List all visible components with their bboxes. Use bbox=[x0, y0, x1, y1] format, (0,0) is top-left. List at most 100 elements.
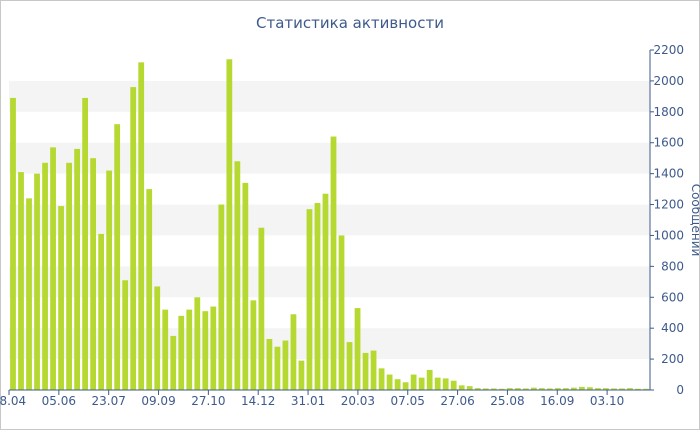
bar bbox=[346, 342, 353, 390]
bar bbox=[130, 87, 137, 390]
y-tick-label: 0 bbox=[676, 383, 684, 397]
bar bbox=[579, 386, 585, 390]
bar bbox=[466, 386, 473, 390]
bar bbox=[322, 193, 329, 390]
bar bbox=[418, 377, 425, 390]
bar bbox=[162, 309, 169, 390]
y-tick-label: 1200 bbox=[653, 198, 684, 212]
y-ticks: 0 200 400 600 800 1000 1200 1400 1600 1800 2000 220… bbox=[650, 43, 684, 397]
bar bbox=[282, 340, 289, 390]
bar bbox=[562, 388, 569, 390]
bar bbox=[410, 374, 417, 390]
y-tick-label: 1000 bbox=[653, 228, 684, 242]
x-tick-label: 09.09 bbox=[141, 394, 175, 408]
x-tick-label: 27.10 bbox=[191, 394, 225, 408]
bar bbox=[210, 306, 217, 390]
bar bbox=[106, 170, 113, 390]
bar bbox=[10, 97, 16, 390]
bar bbox=[306, 209, 313, 390]
bar bbox=[314, 203, 321, 390]
bar bbox=[26, 198, 32, 390]
bar bbox=[266, 339, 273, 390]
bar bbox=[274, 346, 281, 390]
bar bbox=[202, 311, 209, 390]
y-tick-label: 1800 bbox=[653, 105, 684, 119]
bar bbox=[498, 388, 505, 390]
bar bbox=[514, 388, 521, 390]
bar bbox=[386, 374, 393, 390]
bar bbox=[370, 350, 377, 390]
bar bbox=[643, 388, 649, 390]
bar bbox=[378, 368, 385, 390]
y-tick-label: 2000 bbox=[653, 74, 684, 88]
grid-bands bbox=[9, 80, 650, 360]
bar bbox=[170, 335, 177, 390]
bar bbox=[635, 388, 641, 390]
bar bbox=[402, 382, 409, 390]
bar bbox=[146, 189, 153, 390]
bar bbox=[290, 314, 297, 390]
bar bbox=[474, 388, 481, 390]
x-tick-label: 25.08 bbox=[490, 394, 524, 408]
bar bbox=[458, 385, 465, 390]
bar bbox=[587, 387, 593, 390]
bar bbox=[530, 387, 537, 390]
bar bbox=[178, 315, 185, 390]
bar bbox=[82, 97, 88, 390]
y-tick-label: 1400 bbox=[653, 167, 684, 181]
bar bbox=[571, 387, 577, 390]
y-tick-label: 2200 bbox=[653, 43, 684, 57]
bar bbox=[595, 388, 601, 390]
bar bbox=[482, 388, 489, 390]
grid-band bbox=[9, 266, 650, 298]
bar bbox=[234, 161, 241, 390]
y-axis-label: Сообщений bbox=[689, 184, 700, 257]
x-tick-label: 05.06 bbox=[42, 394, 76, 408]
bar bbox=[522, 388, 529, 390]
bar bbox=[611, 388, 617, 390]
y-tick-label: 1600 bbox=[653, 136, 684, 150]
bar bbox=[34, 173, 40, 390]
bar bbox=[42, 162, 48, 390]
x-tick-label: 03.10 bbox=[590, 394, 624, 408]
bar bbox=[434, 377, 441, 390]
y-tick-label: 600 bbox=[661, 290, 684, 304]
bar bbox=[362, 352, 369, 390]
bar bbox=[58, 206, 64, 390]
x-tick-label: 20.03 bbox=[341, 394, 375, 408]
bar bbox=[490, 388, 497, 390]
bar bbox=[154, 286, 161, 390]
bar bbox=[603, 388, 609, 390]
bar bbox=[354, 308, 361, 390]
bar bbox=[74, 148, 80, 390]
bar bbox=[298, 360, 305, 390]
bar bbox=[554, 388, 561, 390]
axes bbox=[9, 50, 651, 391]
bar bbox=[450, 380, 457, 390]
bar bbox=[122, 280, 129, 390]
y-tick-label: 200 bbox=[661, 352, 684, 366]
x-tick-label: 14.12 bbox=[241, 394, 275, 408]
bar bbox=[18, 172, 24, 390]
bar bbox=[330, 136, 337, 390]
x-tick-label: 07.05 bbox=[391, 394, 425, 408]
x-ticks: 18.04 05.06 23.07 09.09 27.10 14.12 31.01 20.03… bbox=[0, 390, 624, 408]
grid-band bbox=[9, 204, 650, 236]
bar bbox=[258, 227, 265, 390]
bar bbox=[98, 233, 105, 390]
x-tick-label: 18.04 bbox=[0, 394, 26, 408]
x-tick-label: 16.09 bbox=[540, 394, 574, 408]
x-tick-label: 27.06 bbox=[440, 394, 474, 408]
bar bbox=[394, 379, 401, 390]
bar bbox=[506, 388, 513, 390]
x-tick-label: 23.07 bbox=[92, 394, 126, 408]
grid-band bbox=[9, 328, 650, 360]
bar bbox=[538, 388, 545, 390]
bar bbox=[619, 388, 625, 390]
bar bbox=[194, 297, 201, 390]
bar bbox=[114, 124, 121, 391]
chart-title: Статистика активности bbox=[256, 14, 444, 32]
bars bbox=[10, 59, 649, 391]
grid-band bbox=[9, 80, 650, 112]
bar bbox=[66, 162, 72, 390]
